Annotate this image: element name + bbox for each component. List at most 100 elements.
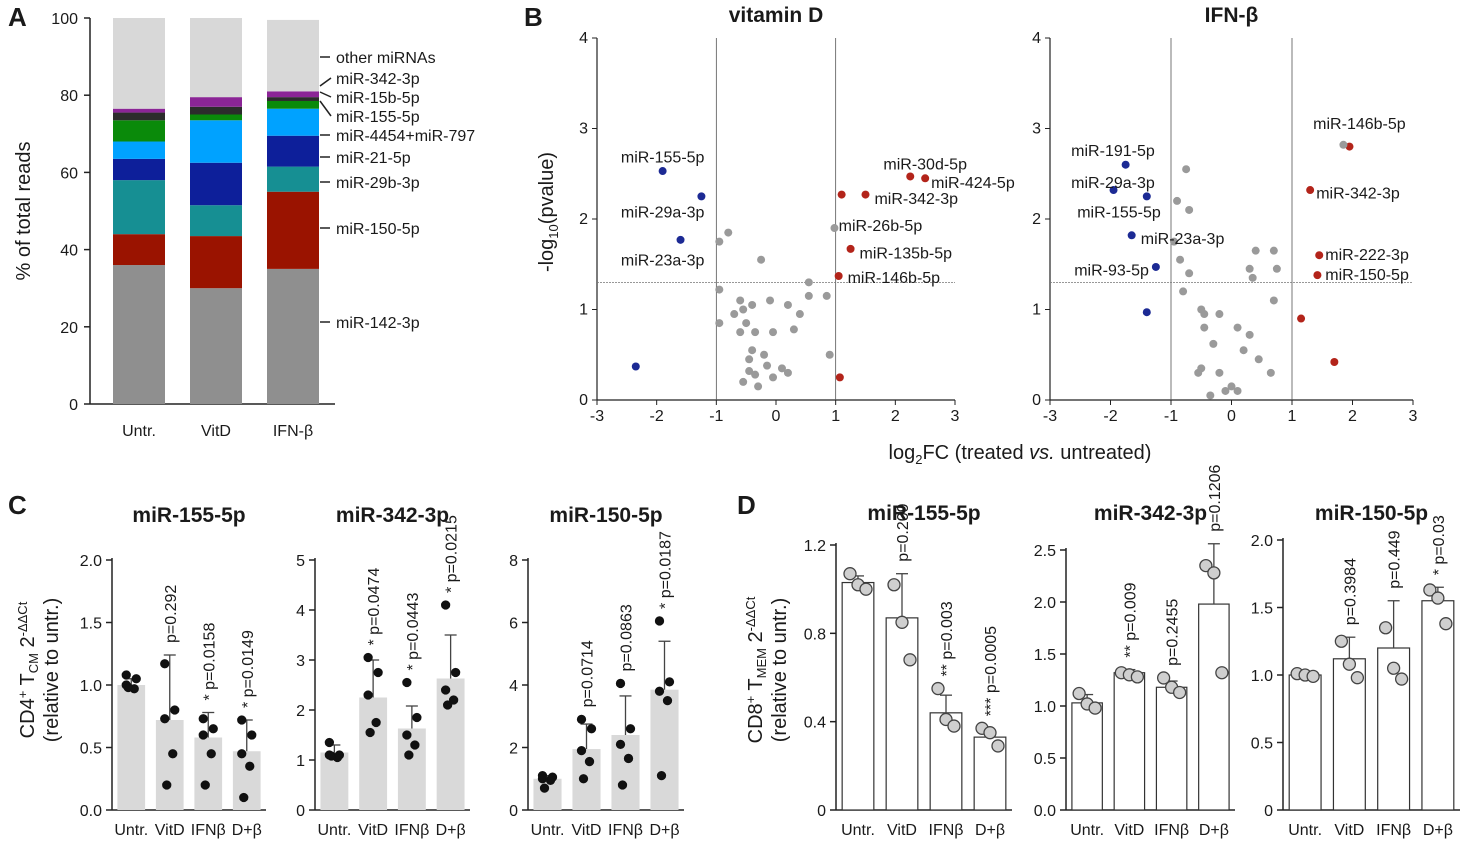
- data-point: [1221, 386, 1230, 395]
- bar-x-tick-label: VitD: [887, 822, 917, 839]
- replicate-point: [625, 724, 636, 734]
- replicate-point: [121, 670, 131, 680]
- data-point: [1233, 323, 1242, 332]
- legend-leader-line: [319, 100, 332, 117]
- replicate-point: [373, 667, 383, 678]
- point-annotation: miR-23a-3p: [1141, 231, 1225, 248]
- data-point: [715, 237, 724, 246]
- replicate-point: [1334, 634, 1349, 648]
- replicate-point: [123, 682, 133, 693]
- replicate-point: [237, 749, 247, 759]
- p-value-label: * p=0.0149: [240, 630, 257, 708]
- panel-letter-d: D: [737, 490, 756, 520]
- bar: [611, 735, 640, 810]
- replicate-point: [402, 730, 412, 740]
- bar-x-tick-label: D+β: [232, 822, 262, 839]
- data-point: [763, 361, 772, 370]
- replicate-point: [887, 578, 901, 592]
- data-point: [1209, 339, 1218, 348]
- replicate-point: [412, 712, 422, 723]
- data-point: [1173, 196, 1182, 205]
- data-point: [822, 291, 831, 300]
- bar-x-tick-label: IFNβ: [1376, 822, 1411, 839]
- data-point: [861, 190, 870, 199]
- data-point: [804, 291, 813, 300]
- stack-segment: [113, 265, 165, 404]
- bar-x-tick-label: IFNβ: [191, 822, 226, 839]
- replicate-point: [162, 780, 172, 790]
- replicate-point: [947, 719, 961, 733]
- replicate-point: [584, 756, 595, 767]
- p-value-label: p=0.1206: [1207, 464, 1224, 531]
- replicate-point: [545, 775, 556, 785]
- bar-chart-title: miR-155-5p: [867, 502, 980, 525]
- point-annotation: miR-135b-5p: [860, 245, 953, 262]
- data-point: [1313, 271, 1322, 280]
- volcano-y-tick-label: 1: [579, 302, 588, 319]
- data-point: [769, 328, 778, 337]
- replicate-point: [239, 792, 249, 803]
- data-point: [1142, 192, 1151, 201]
- a-y-tick-label: 100: [51, 11, 78, 28]
- data-point: [1215, 310, 1224, 319]
- stack-segment: [190, 236, 242, 289]
- replicate-point: [371, 717, 381, 728]
- replicate-point: [1342, 657, 1357, 671]
- bar-y-tick-label: 2.0: [80, 553, 102, 570]
- legend-leader-line: [319, 77, 332, 87]
- bar-y-tick-label: 3: [296, 653, 305, 670]
- a-y-tick-label: 20: [60, 320, 78, 337]
- volcano-x-tick-label: 2: [1348, 408, 1357, 425]
- stack-segment: [267, 268, 319, 404]
- data-point: [631, 362, 640, 371]
- legend-label: miR-155-5p: [336, 109, 420, 126]
- a-x-tick-label: Untr.: [122, 423, 156, 440]
- bar-chart-title: miR-342-3p: [1094, 502, 1207, 525]
- bar: [155, 720, 184, 810]
- replicate-point: [365, 727, 375, 738]
- d-y-axis-label-line1: CD8+ TMEM 2-ΔΔCt: [743, 596, 769, 743]
- volcano-y-tick-label: 0: [1032, 392, 1041, 409]
- bar-y-tick-label: 0: [296, 803, 305, 820]
- bar-y-tick-label: 5: [296, 553, 305, 570]
- replicate-point: [539, 783, 550, 793]
- replicate-point: [1394, 672, 1409, 686]
- replicate-point: [442, 700, 453, 710]
- replicate-point: [623, 753, 634, 764]
- legend-label: miR-15b-5p: [336, 90, 420, 107]
- legend-label: miR-4454+miR-797: [336, 128, 475, 145]
- bar-y-tick-label: 1.0: [1034, 699, 1056, 716]
- point-annotation: miR-29a-3p: [621, 205, 705, 222]
- bar: [320, 752, 349, 810]
- replicate-point: [324, 737, 335, 748]
- legend-label: miR-29b-3p: [336, 175, 420, 192]
- replicate-point: [448, 695, 459, 705]
- point-annotation: miR-29a-3p: [1071, 175, 1155, 192]
- bar-x-tick-label: Untr.: [1070, 822, 1104, 839]
- data-point: [1176, 255, 1185, 264]
- data-point: [1109, 186, 1118, 195]
- stack-segment: [113, 158, 165, 181]
- bar-x-tick-label: Untr.: [1288, 822, 1322, 839]
- bar: [1421, 600, 1455, 811]
- p-value-label: p=0.449: [1387, 530, 1404, 588]
- stacked-bar-chart: 0 20 40 60 80 100 % of total reads Untr. VitD IFN…: [13, 11, 475, 440]
- replicate-point: [404, 750, 414, 760]
- stack-segment: [190, 205, 242, 237]
- volcano-y-tick-label: 1: [1032, 302, 1041, 319]
- point-annotation: miR-191-5p: [1071, 143, 1155, 160]
- bar-y-tick-label: 1.5: [80, 616, 102, 633]
- volcano-y-tick-label: 4: [1032, 30, 1041, 47]
- a-x-tick-label: VitD: [201, 423, 231, 440]
- replicate-point: [1088, 701, 1102, 715]
- volcano-title: vitamin D: [729, 4, 824, 27]
- bar: [1155, 686, 1188, 811]
- volcano-y-tick-label: 0: [579, 392, 588, 409]
- data-point: [789, 325, 798, 334]
- volcano-title: IFN-β: [1205, 4, 1259, 27]
- stack-segment: [113, 112, 165, 121]
- p-value-label: * p=0.0187: [658, 531, 675, 609]
- replicate-point: [903, 653, 917, 667]
- bar: [841, 581, 875, 811]
- bar-y-tick-label: 1.5: [1034, 647, 1056, 664]
